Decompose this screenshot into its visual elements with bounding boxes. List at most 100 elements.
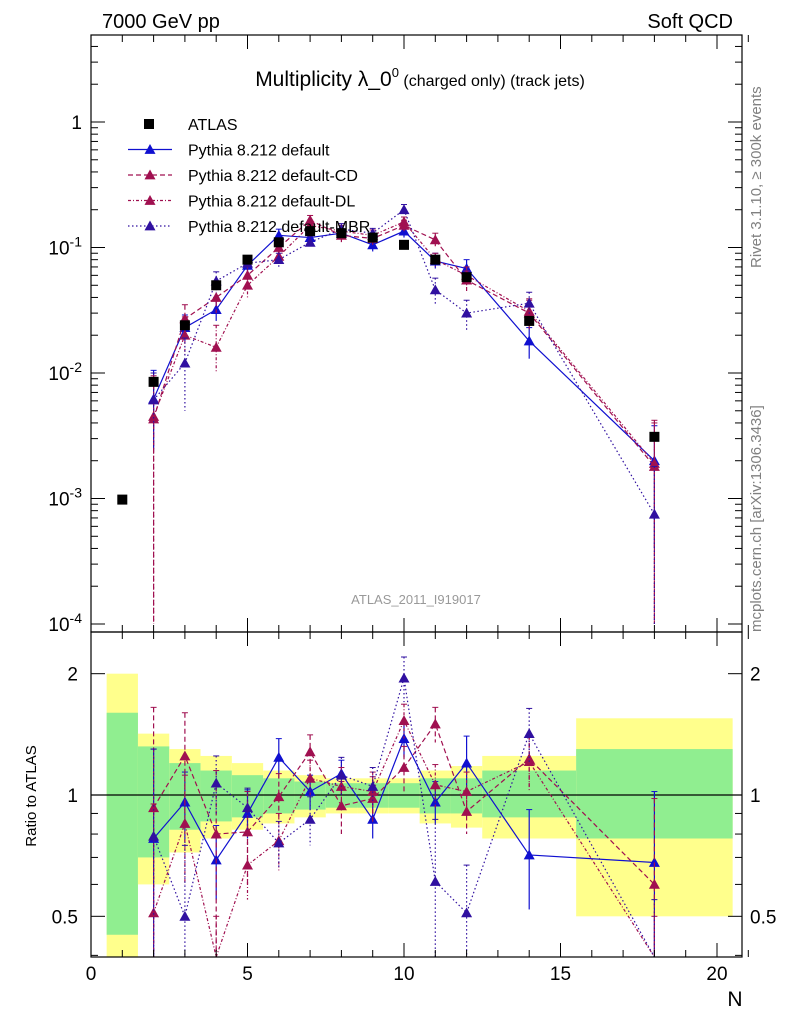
point-ratio-default-5 [304, 786, 316, 796]
point-atlas-13 [649, 431, 660, 442]
legend-label-dl: Pythia 8.212 default-DL [188, 194, 355, 211]
point-ratio-mbr-0 [148, 830, 160, 841]
legend-marker-dl [144, 195, 156, 205]
point-atlas-1 [148, 376, 159, 387]
point-ratio-cd-5 [304, 746, 316, 757]
point-top-dl-0 [148, 411, 160, 421]
point-top-cd-9 [429, 234, 441, 245]
legend-label-mbr: Pythia 8.212 default-MBR [188, 219, 370, 236]
point-atlas-5 [273, 237, 284, 248]
analysis-watermark: ATLAS_2011_I919017 [351, 592, 481, 607]
ytick-label-1: 10-1 [48, 234, 82, 260]
point-ratio-cd-0 [148, 802, 160, 813]
point-ratio-dl-1 [179, 817, 191, 828]
rtick-label-1: 1 [67, 786, 78, 807]
legend-label-default: Pythia 8.212 default [188, 143, 330, 160]
point-atlas-10 [430, 254, 441, 265]
point-ratio-default-12 [648, 856, 660, 867]
legend-marker-mbr [144, 220, 156, 231]
point-ratio-cd-8 [398, 762, 410, 772]
ytick-label-3: 10-3 [48, 485, 82, 511]
point-top-cd-5 [304, 214, 316, 225]
rtick-label-right-1: 1 [750, 786, 761, 807]
point-ratio-mbr-10 [461, 907, 473, 918]
point-top-mbr-8 [398, 204, 410, 215]
point-top-mbr-0 [148, 394, 160, 405]
point-atlas-7 [336, 228, 347, 239]
point-top-mbr-5 [304, 236, 316, 247]
point-ratio-cd-9 [429, 718, 441, 729]
point-ratio-cd-12 [648, 878, 660, 889]
point-ratio-mbr-3 [242, 802, 253, 813]
legend-marker-atlas [144, 119, 154, 129]
point-ratio-dl-8 [398, 715, 410, 725]
ytick-label-0: 1 [71, 113, 82, 134]
point-atlas-12 [524, 315, 535, 326]
point-top-mbr-9 [429, 284, 441, 295]
point-top-dl-3 [242, 279, 253, 290]
legend-item-default: Pythia 8.212 default [128, 143, 330, 160]
point-top-mbr-10 [461, 307, 473, 318]
plot-title: Multiplicity λ_00 (charged only) (track … [255, 65, 585, 91]
point-ratio-mbr-4 [273, 837, 285, 848]
xtick-label-20: 20 [706, 964, 727, 985]
point-ratio-default-4 [273, 751, 285, 762]
point-top-mbr-1 [179, 357, 191, 368]
legend-item-mbr: Pythia 8.212 default-MBR [128, 219, 370, 236]
point-ratio-mbr-2 [210, 777, 222, 788]
series-atlas [117, 226, 660, 505]
point-ratio-cd-10 [461, 806, 473, 816]
legend-marker-cd [144, 169, 156, 180]
legend-item-atlas: ATLAS [144, 117, 238, 134]
point-top-mbr-11 [523, 297, 535, 308]
point-ratio-cd-1 [179, 750, 191, 761]
point-ratio-mbr-11 [523, 728, 535, 739]
rtick-label-right-2: 0.5 [750, 907, 776, 928]
rivet-version-label: Rivet 3.1.10, ≥ 300k events [748, 86, 765, 268]
legend-label-cd: Pythia 8.212 default-CD [188, 168, 358, 185]
mcplots-reference-label: mcplots.cern.ch [arXiv:1306.3436] [748, 405, 765, 632]
point-top-dl-11 [523, 305, 535, 316]
point-ratio-dl-3 [242, 859, 253, 870]
point-ratio-cd-4 [273, 791, 285, 802]
point-atlas-6 [305, 226, 316, 237]
rtick-label-right-0: 2 [750, 665, 761, 686]
point-ratio-mbr-6 [335, 769, 347, 780]
point-atlas-9 [399, 239, 409, 250]
header-right: Soft QCD [647, 11, 733, 33]
ytick-label-4: 10-4 [48, 610, 82, 636]
point-top-cd-2 [210, 291, 222, 302]
point-top-dl-1 [179, 329, 191, 340]
point-top-mbr-4 [273, 254, 285, 265]
legend-item-dl: Pythia 8.212 default-DL [128, 194, 355, 211]
point-ratio-dl-5 [304, 772, 316, 783]
header-left: 7000 GeV pp [102, 11, 220, 33]
axes: 0 5 10 15 20 1 10-1 10-2 10-3 10-4 2 2 1 1 0.5 0.5 [48, 34, 776, 985]
point-top-default-11 [523, 335, 535, 346]
x-axis-title: N [727, 988, 742, 1011]
point-ratio-mbr-9 [429, 876, 441, 886]
legend-label-atlas: ATLAS [188, 117, 238, 134]
point-atlas-4 [242, 254, 253, 265]
point-atlas-11 [461, 272, 472, 283]
point-ratio-mbr-1 [179, 910, 191, 921]
point-ratio-mbr-7 [367, 780, 379, 791]
xtick-label-10: 10 [393, 964, 414, 985]
legend-item-cd: Pythia 8.212 default-CD [128, 168, 358, 185]
point-top-mbr-12 [648, 508, 660, 519]
xtick-label-15: 15 [550, 964, 571, 985]
xtick-label-0: 0 [86, 964, 97, 985]
point-ratio-cd-2 [210, 828, 222, 839]
point-ratio-default-10 [461, 757, 473, 768]
rtick-label-2: 0.5 [52, 907, 78, 928]
point-top-dl-2 [210, 341, 222, 352]
point-atlas-2 [179, 320, 190, 331]
point-ratio-mbr-8 [398, 672, 410, 683]
point-ratio-default-11 [523, 849, 535, 860]
point-atlas-3 [211, 280, 222, 291]
point-ratio-dl-0 [148, 907, 160, 918]
legend: ATLAS Pythia 8.212 default Pythia 8.212 de… [128, 117, 370, 236]
legend-marker-default [144, 144, 156, 154]
rtick-label-0: 2 [67, 665, 78, 686]
